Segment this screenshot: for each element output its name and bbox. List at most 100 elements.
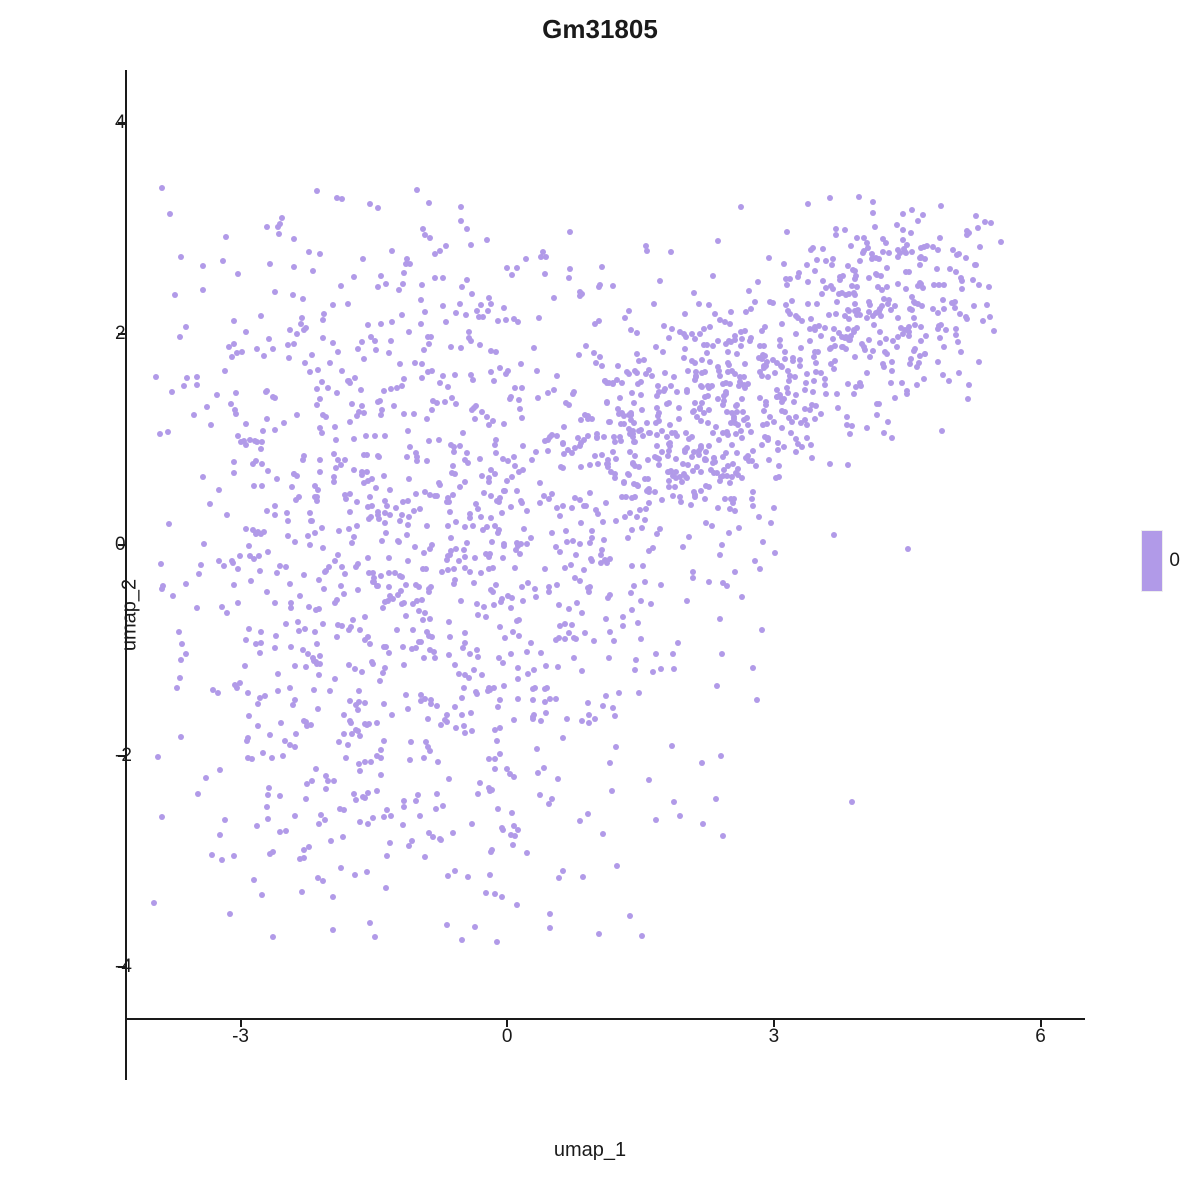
scatter-point — [569, 505, 575, 511]
scatter-point — [341, 591, 347, 597]
scatter-point — [459, 712, 465, 718]
legend[interactable]: 0 — [1141, 530, 1180, 592]
scatter-point — [935, 310, 941, 316]
scatter-point — [582, 630, 588, 636]
scatter-point — [596, 318, 602, 324]
scatter-point — [453, 725, 459, 731]
scatter-point — [577, 541, 583, 547]
scatter-point — [405, 498, 411, 504]
scatter-point — [613, 744, 619, 750]
scatter-point — [805, 301, 811, 307]
scatter-point — [512, 463, 518, 469]
scatter-point — [535, 770, 541, 776]
scatter-point — [259, 439, 265, 445]
scatter-point — [425, 369, 431, 375]
scatter-point — [499, 510, 505, 516]
scatter-point — [709, 523, 715, 529]
scatter-point — [362, 795, 368, 801]
scatter-point — [599, 363, 605, 369]
scatter-point — [352, 666, 358, 672]
scatter-point — [153, 374, 159, 380]
scatter-point — [653, 817, 659, 823]
scatter-point — [578, 440, 584, 446]
scatter-point — [708, 467, 714, 473]
scatter-point — [711, 455, 717, 461]
scatter-point — [511, 454, 517, 460]
scatter-point — [323, 773, 329, 779]
scatter-point — [797, 363, 803, 369]
scatter-point — [444, 922, 450, 928]
scatter-point — [946, 378, 952, 384]
scatter-point — [602, 378, 608, 384]
scatter-point — [291, 471, 297, 477]
scatter-point — [513, 547, 519, 553]
scatter-point — [335, 552, 341, 558]
scatter-point — [941, 282, 947, 288]
scatter-point — [333, 437, 339, 443]
scatter-point — [880, 249, 886, 255]
scatter-point — [176, 629, 182, 635]
scatter-point — [752, 299, 758, 305]
scatter-point — [698, 418, 704, 424]
scatter-point — [452, 868, 458, 874]
scatter-point — [309, 518, 315, 524]
scatter-point — [755, 279, 761, 285]
scatter-point — [356, 409, 362, 415]
scatter-point — [537, 500, 543, 506]
scatter-point — [264, 224, 270, 230]
scatter-point — [301, 855, 307, 861]
scatter-point — [433, 806, 439, 812]
scatter-point — [655, 383, 661, 389]
scatter-point — [531, 712, 537, 718]
scatter-point — [381, 814, 387, 820]
scatter-point — [842, 227, 848, 233]
scatter-point — [692, 400, 698, 406]
scatter-point — [719, 651, 725, 657]
scatter-point — [906, 324, 912, 330]
scatter-point — [378, 747, 384, 753]
scatter-point — [352, 872, 358, 878]
scatter-point — [167, 211, 173, 217]
scatter-point — [650, 545, 656, 551]
scatter-point — [918, 338, 924, 344]
scatter-point — [514, 488, 520, 494]
scatter-point — [440, 303, 446, 309]
scatter-point — [492, 756, 498, 762]
scatter-point — [425, 716, 431, 722]
scatter-point — [905, 546, 911, 552]
scatter-point — [179, 641, 185, 647]
scatter-point — [356, 699, 362, 705]
scatter-point — [481, 604, 487, 610]
scatter-point — [851, 391, 857, 397]
scatter-point — [401, 662, 407, 668]
scatter-point — [345, 378, 351, 384]
scatter-point — [807, 326, 813, 332]
scatter-point — [432, 655, 438, 661]
scatter-point — [671, 666, 677, 672]
scatter-point — [557, 549, 563, 555]
scatter-point — [713, 424, 719, 430]
scatter-point — [725, 360, 731, 366]
scatter-point — [648, 601, 654, 607]
scatter-point — [366, 570, 372, 576]
scatter-point — [813, 360, 819, 366]
scatter-point — [231, 470, 237, 476]
scatter-point — [355, 728, 361, 734]
x-tick-mark-6 — [1040, 1020, 1042, 1027]
scatter-point — [864, 315, 870, 321]
scatter-point — [265, 816, 271, 822]
scatter-point — [159, 185, 165, 191]
scatter-point — [419, 361, 425, 367]
scatter-point — [750, 448, 756, 454]
scatter-point — [516, 469, 522, 475]
scatter-point — [770, 357, 776, 363]
scatter-point — [572, 575, 578, 581]
scatter-point — [372, 433, 378, 439]
plot-area: umap_2 umap_1 420-2-4 -3036 — [30, 60, 1150, 1170]
scatter-point — [562, 621, 568, 627]
scatter-point — [497, 624, 503, 630]
scatter-point — [764, 421, 770, 427]
scatter-point — [270, 934, 276, 940]
scatter-point — [629, 527, 635, 533]
scatter-point — [261, 353, 267, 359]
